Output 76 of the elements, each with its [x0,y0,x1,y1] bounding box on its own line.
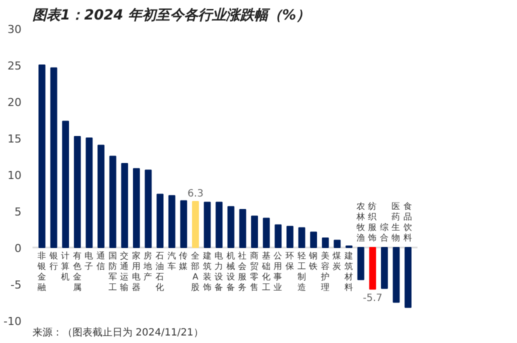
bar [392,247,400,303]
chart-title: 图表1：2024 年初至今各行业涨跌幅（%） [32,6,310,24]
y-tick-label: 15 [8,132,22,146]
x-tick-label: 通信 [96,250,106,272]
x-tick-label: 有色金属 [72,250,82,293]
bar [180,200,188,248]
y-tick-label: 5 [14,206,22,218]
x-tick-label: 公用事业 [274,250,283,293]
x-tick-label: 美容护理 [320,250,330,293]
x-tick-label: 食品饮料 [402,201,413,244]
bar [334,240,341,248]
x-tick-label: 环保 [285,252,294,272]
bar [86,138,93,248]
x-tick-label: 家用电器 [132,250,141,293]
x-tick-label: 银行 [48,250,58,272]
x-tick-label: 轻工制造 [297,250,306,293]
x-tick-label: 医药生物 [392,201,401,244]
x-tick-label: 基础化工 [260,250,271,293]
bar [109,156,116,248]
y-tick-label: 20 [8,96,22,109]
bar [132,168,140,248]
bar [192,201,199,248]
x-tick-label: 建筑材料 [344,250,354,293]
x-tick-label: 纺织服饰 [367,201,378,244]
data-label: -5.7 [362,293,382,304]
bar [310,232,318,248]
bar [404,247,412,308]
bar [298,227,306,248]
bar [156,194,164,248]
x-tick-label: 电子 [84,250,94,272]
bar [251,216,258,248]
bar [98,144,104,248]
x-tick-label: 全部A股 [190,250,200,293]
x-tick-label: 电力设备 [214,250,224,293]
x-tick-label: 机械设备 [226,250,236,293]
x-tick-label: 社会服务 [238,250,248,293]
x-tick-label: 钢铁 [308,250,318,272]
bar [216,202,223,248]
y-tick-label: 10 [8,169,22,182]
bar [50,67,58,248]
x-tick-label: 交通运输 [120,250,130,293]
bar [62,120,70,248]
y-tick-label: 30 [8,23,22,36]
x-tick-label: 煤炭 [332,250,342,272]
x-tick-label: 国防军工 [108,252,118,293]
y-tick-label: 25 [8,60,22,72]
x-tick-label: 商贸零售 [250,250,260,293]
bar [262,218,270,248]
source-note: 来源：（图表截止日为 2024/11/21） [32,326,204,338]
x-tick-label: 计算机 [61,250,70,282]
bar [38,64,46,248]
x-tick-label: 建筑装饰 [202,250,212,293]
bar [286,226,294,248]
y-tick-label: -10 [4,315,22,328]
y-tick-label: 0 [14,242,22,255]
bar [369,247,376,290]
x-tick-label: 农林牧渔 [355,201,366,244]
bar [274,224,282,248]
y-tick-label: -5 [10,278,22,292]
bar [74,136,81,248]
bar [227,206,234,248]
bar [144,170,152,248]
bar [380,247,388,289]
data-label: 6.3 [188,188,204,200]
x-tick-label: 石油石化 [156,252,165,293]
bar [357,247,364,280]
x-tick-label: 房地产 [142,250,153,282]
x-tick-label: 汽车 [167,250,176,272]
x-tick-label: 传媒 [179,250,188,272]
x-tick-label: 综合 [380,222,389,244]
x-tick-label: 非银金融 [36,250,46,293]
bar [121,163,128,248]
bar [204,202,211,248]
bar [168,195,176,248]
bar [239,209,246,248]
bar [322,238,329,248]
